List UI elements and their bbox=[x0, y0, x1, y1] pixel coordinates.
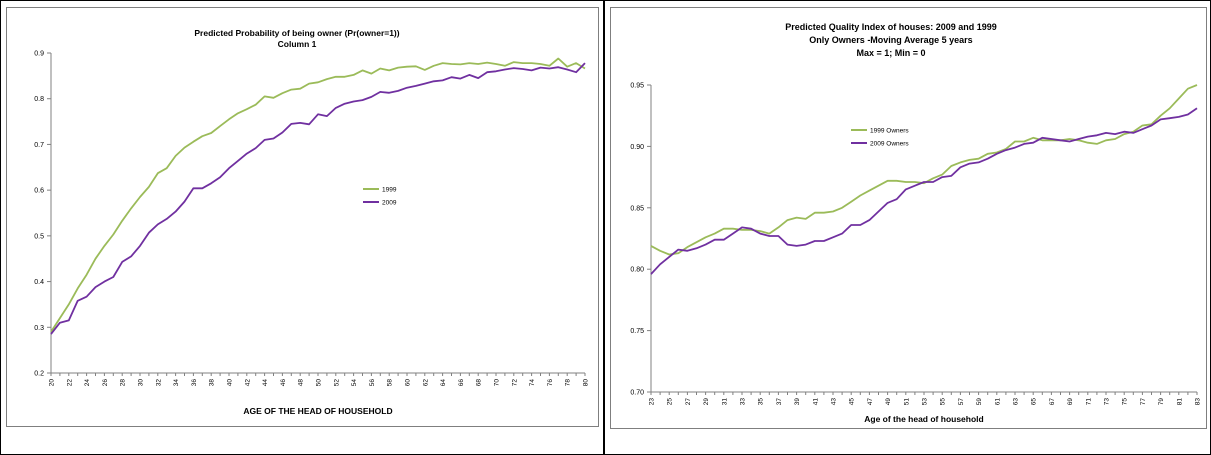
x-tick-label: 25 bbox=[667, 398, 674, 406]
x-tick-label: 23 bbox=[649, 398, 656, 406]
x-axis-title: Age of the head of household bbox=[864, 414, 983, 424]
y-tick-label: 0.70 bbox=[630, 390, 644, 397]
x-tick-label: 75 bbox=[1122, 398, 1129, 406]
x-tick-label: 44 bbox=[262, 379, 269, 387]
quality-chart-area: Predicted Quality Index of houses: 2009 … bbox=[610, 7, 1207, 429]
chart-subtitle: Column 1 bbox=[278, 39, 317, 49]
x-tick-label: 79 bbox=[1158, 398, 1165, 406]
probability-chart-area: Predicted Probability of being owner (Pr… bbox=[6, 7, 599, 427]
y-tick-label: 0.2 bbox=[34, 371, 44, 378]
series-line-1999 bbox=[650, 84, 1198, 256]
left-chart-panel: Predicted Probability of being owner (Pr… bbox=[0, 0, 604, 455]
x-tick-label: 45 bbox=[849, 398, 856, 406]
chart-title: Predicted Probability of being owner (Pr… bbox=[194, 28, 399, 38]
y-tick-label: 0.80 bbox=[630, 267, 644, 274]
x-tick-label: 81 bbox=[1176, 398, 1183, 406]
y-tick-label: 0.6 bbox=[34, 188, 44, 195]
x-tick-label: 24 bbox=[84, 379, 91, 387]
x-tick-label: 63 bbox=[1013, 398, 1020, 406]
x-tick-label: 40 bbox=[227, 379, 234, 387]
x-tick-label: 26 bbox=[102, 379, 109, 387]
x-tick-label: 27 bbox=[685, 398, 692, 406]
x-tick-label: 72 bbox=[511, 379, 518, 387]
probability-chart: Predicted Probability of being owner (Pr… bbox=[34, 28, 590, 416]
chart-subtitle: Max = 1; Min = 0 bbox=[856, 48, 925, 58]
x-tick-label: 53 bbox=[922, 398, 929, 406]
x-tick-label: 64 bbox=[440, 379, 447, 387]
x-tick-label: 48 bbox=[298, 379, 305, 387]
x-tick-label: 62 bbox=[422, 379, 429, 387]
x-tick-label: 68 bbox=[476, 379, 483, 387]
x-tick-label: 69 bbox=[1067, 398, 1074, 406]
series-line-1999 bbox=[50, 57, 586, 333]
x-tick-label: 61 bbox=[994, 398, 1001, 406]
y-tick-label: 0.3 bbox=[34, 325, 44, 332]
x-tick-label: 65 bbox=[1031, 398, 1038, 406]
x-axis-title: AGE OF THE HEAD OF HOUSEHOLD bbox=[243, 406, 392, 416]
y-tick-label: 0.7 bbox=[34, 142, 44, 149]
x-tick-label: 58 bbox=[387, 379, 394, 387]
x-tick-label: 46 bbox=[280, 379, 287, 387]
series-line-2009 bbox=[50, 62, 586, 335]
x-tick-label: 76 bbox=[547, 379, 554, 387]
x-tick-label: 70 bbox=[494, 379, 501, 387]
x-tick-label: 83 bbox=[1195, 398, 1202, 406]
x-tick-label: 29 bbox=[703, 398, 710, 406]
y-tick-label: 0.5 bbox=[34, 233, 44, 240]
x-tick-label: 35 bbox=[758, 398, 765, 406]
x-tick-label: 37 bbox=[776, 398, 783, 406]
x-tick-label: 55 bbox=[940, 398, 947, 406]
x-tick-label: 67 bbox=[1049, 398, 1056, 406]
chart-title: Predicted Quality Index of houses: 2009 … bbox=[785, 22, 997, 32]
x-tick-label: 54 bbox=[351, 379, 358, 387]
x-tick-label: 71 bbox=[1085, 398, 1092, 406]
y-tick-label: 0.85 bbox=[630, 205, 644, 212]
x-tick-label: 33 bbox=[740, 398, 747, 406]
quality-chart: Predicted Quality Index of houses: 2009 … bbox=[630, 22, 1202, 424]
x-tick-label: 66 bbox=[458, 379, 465, 387]
legend-label: 1999 Owners bbox=[870, 128, 909, 135]
x-tick-label: 20 bbox=[49, 379, 56, 387]
x-tick-label: 22 bbox=[66, 379, 73, 387]
x-tick-label: 77 bbox=[1140, 398, 1147, 406]
x-tick-label: 43 bbox=[831, 398, 838, 406]
x-tick-label: 47 bbox=[867, 398, 874, 406]
x-tick-label: 30 bbox=[138, 379, 145, 387]
chart-subtitle: Only Owners -Moving Average 5 years bbox=[809, 35, 972, 45]
x-tick-label: 39 bbox=[794, 398, 801, 406]
x-tick-label: 74 bbox=[529, 379, 536, 387]
y-tick-label: 0.8 bbox=[34, 96, 44, 103]
x-tick-label: 73 bbox=[1104, 398, 1111, 406]
legend-label: 2009 Owners bbox=[870, 141, 909, 148]
x-tick-label: 80 bbox=[583, 379, 590, 387]
x-tick-label: 36 bbox=[191, 379, 198, 387]
y-tick-label: 0.4 bbox=[34, 279, 44, 286]
x-tick-label: 32 bbox=[155, 379, 162, 387]
x-tick-label: 56 bbox=[369, 379, 376, 387]
y-tick-label: 0.9 bbox=[34, 51, 44, 58]
y-tick-label: 0.95 bbox=[630, 83, 644, 90]
x-tick-label: 78 bbox=[565, 379, 572, 387]
series-line-2009 bbox=[650, 107, 1198, 275]
x-tick-label: 28 bbox=[120, 379, 127, 387]
x-tick-label: 52 bbox=[333, 379, 340, 387]
legend-label: 1999 bbox=[382, 187, 397, 194]
legend-label: 2009 bbox=[382, 200, 397, 207]
x-tick-label: 51 bbox=[903, 398, 910, 406]
x-tick-label: 42 bbox=[244, 379, 251, 387]
x-tick-label: 38 bbox=[209, 379, 216, 387]
y-tick-label: 0.75 bbox=[630, 328, 644, 335]
x-tick-label: 59 bbox=[976, 398, 983, 406]
x-tick-label: 41 bbox=[812, 398, 819, 406]
x-tick-label: 31 bbox=[721, 398, 728, 406]
right-chart-panel: Predicted Quality Index of houses: 2009 … bbox=[604, 0, 1211, 455]
y-tick-label: 0.90 bbox=[630, 144, 644, 151]
x-tick-label: 57 bbox=[958, 398, 965, 406]
x-tick-label: 34 bbox=[173, 379, 180, 387]
x-tick-label: 49 bbox=[885, 398, 892, 406]
x-tick-label: 50 bbox=[316, 379, 323, 387]
x-tick-label: 60 bbox=[405, 379, 412, 387]
